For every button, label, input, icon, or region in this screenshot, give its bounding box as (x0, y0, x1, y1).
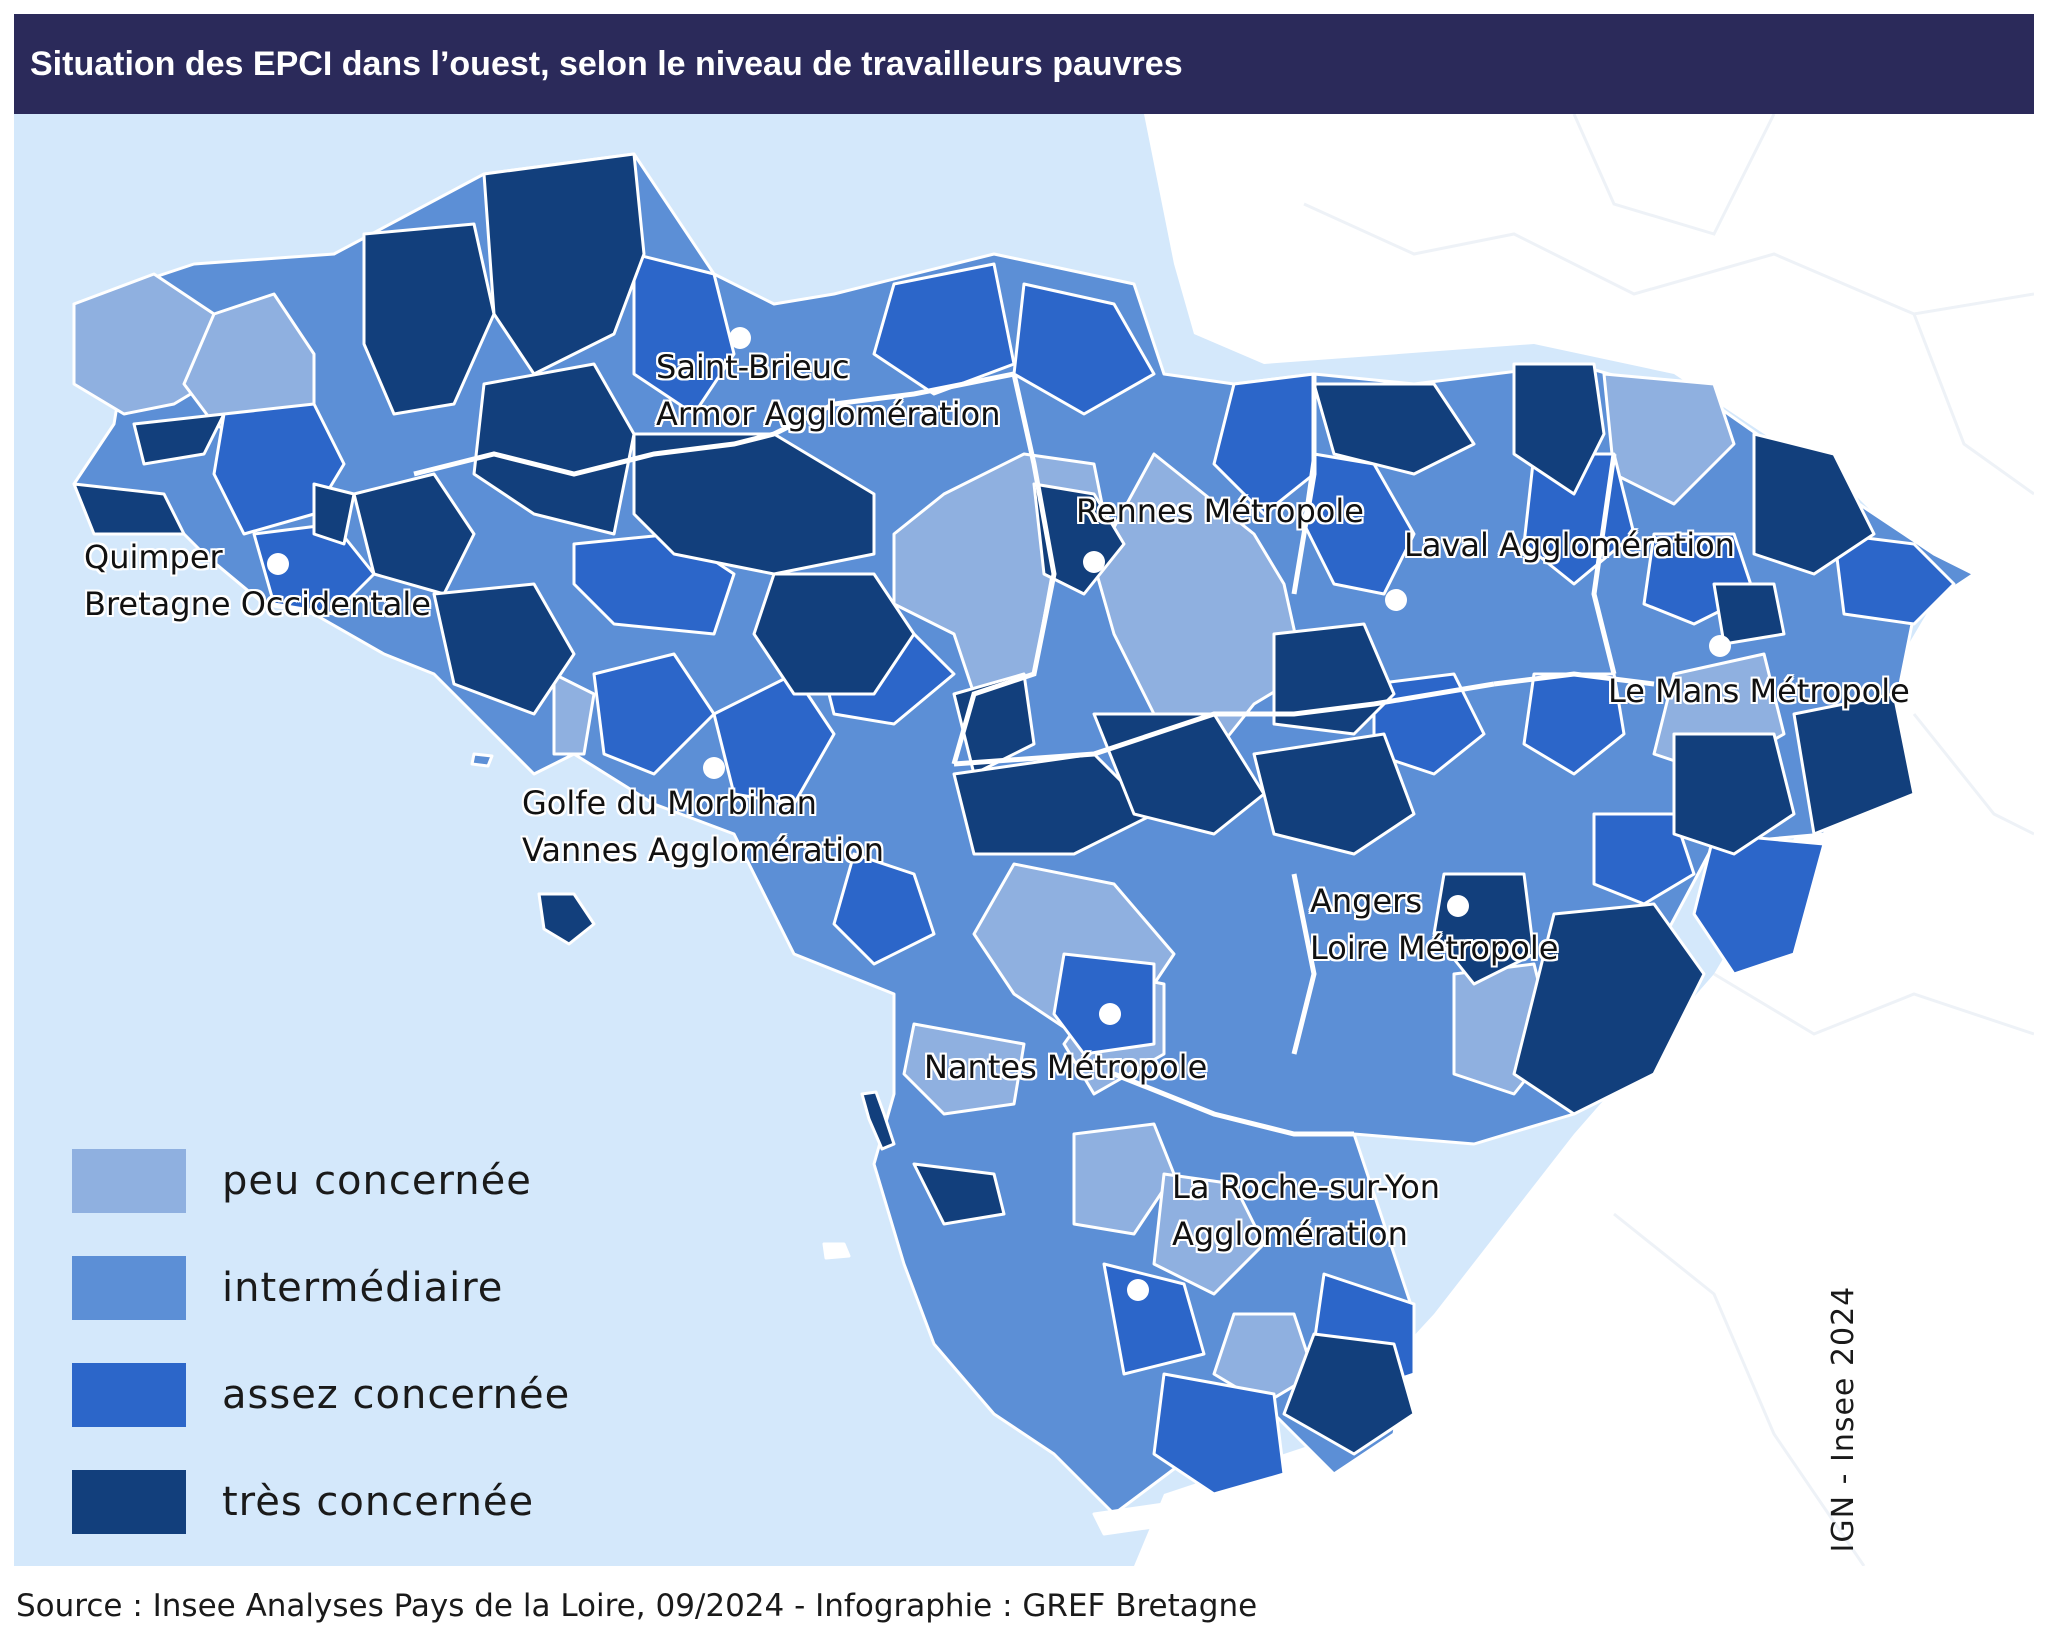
city-dot-vannes (703, 757, 725, 779)
city-label-line: Rennes Métropole (1076, 492, 1364, 530)
city-label-line: Loire Métropole (1310, 929, 1559, 967)
legend-swatch (72, 1149, 186, 1213)
city-dot-la-roche-sur-yon (1127, 1279, 1149, 1301)
city-label-line: Angers (1310, 882, 1422, 920)
island-groix (470, 752, 494, 768)
legend-label: peu concernée (222, 1158, 532, 1204)
city-dot-quimper (267, 553, 289, 575)
city-label-line: Bretagne Occidentale (84, 585, 431, 623)
city-label-rennes: Rennes Métropole (1076, 488, 1364, 535)
legend-item: intermédiaire (72, 1255, 570, 1321)
map-title: Situation des EPCI dans l’ouest, selon l… (14, 14, 2034, 114)
city-dot-laval (1385, 589, 1407, 611)
city-label-line: Quimper (84, 538, 223, 576)
city-label-line: Laval Agglomération (1404, 526, 1735, 564)
city-label-line: Vannes Agglomération (522, 831, 885, 869)
city-label-saint-brieuc: Saint-Brieuc Armor Agglomération (656, 344, 1000, 438)
city-label-line: Golfe du Morbihan (522, 784, 817, 822)
layer-tres-concernee (72, 152, 1916, 1456)
city-label-vannes: Golfe du Morbihan Vannes Agglomération (522, 780, 884, 874)
legend-swatch (72, 1470, 186, 1534)
city-label-line: Armor Agglomération (656, 395, 1001, 433)
island-yeu (822, 1242, 851, 1260)
city-label-la-roche-sur-yon: La Roche-sur-Yon Agglomération (1172, 1164, 1440, 1258)
city-label-line: Le Mans Métropole (1608, 672, 1910, 710)
city-label-angers: Angers Loire Métropole (1310, 878, 1558, 972)
city-label-nantes: Nantes Métropole (924, 1044, 1207, 1091)
outside-land (1134, 114, 2034, 1566)
island-noirmoutier (860, 1090, 896, 1151)
city-dot-saint-brieuc (729, 327, 751, 349)
city-dot-le-mans (1709, 635, 1731, 657)
epci-regions (72, 152, 1976, 1536)
city-label-le-mans: Le Mans Métropole (1608, 668, 1910, 715)
legend-item: assez concernée (72, 1362, 570, 1428)
island-belle-ile (537, 892, 596, 946)
city-dot-nantes (1099, 1003, 1121, 1025)
map-canvas (72, 114, 2034, 1566)
source-text: Source : Insee Analyses Pays de la Loire… (16, 1588, 1258, 1624)
legend-swatch (72, 1363, 186, 1427)
legend-item: très concernée (72, 1469, 570, 1535)
copyright-text: © IGN - Insee 2024 (1826, 1285, 1861, 1566)
legend-swatch (72, 1256, 186, 1320)
map-area: Saint-Brieuc Armor Agglomération Quimper… (14, 114, 2034, 1566)
legend-label: très concernée (222, 1479, 535, 1525)
legend-item: peu concernée (72, 1148, 570, 1214)
city-label-line: Saint-Brieuc (656, 348, 850, 386)
department-borders (413, 371, 1655, 1137)
city-dot-rennes (1083, 551, 1105, 573)
outside-borders (1303, 114, 2034, 1566)
island-re (1092, 1502, 1176, 1536)
city-dot-angers (1447, 895, 1469, 917)
city-label-laval: Laval Agglomération (1404, 522, 1735, 569)
legend-label: intermédiaire (222, 1265, 504, 1311)
city-label-line: Agglomération (1172, 1215, 1408, 1253)
city-label-line: Nantes Métropole (924, 1048, 1208, 1086)
legend: peu concernée intermédiaire assez concer… (72, 1148, 570, 1566)
city-label-line: La Roche-sur-Yon (1172, 1168, 1441, 1206)
legend-label: assez concernée (222, 1372, 571, 1418)
city-label-quimper: Quimper Bretagne Occidentale (84, 534, 431, 628)
